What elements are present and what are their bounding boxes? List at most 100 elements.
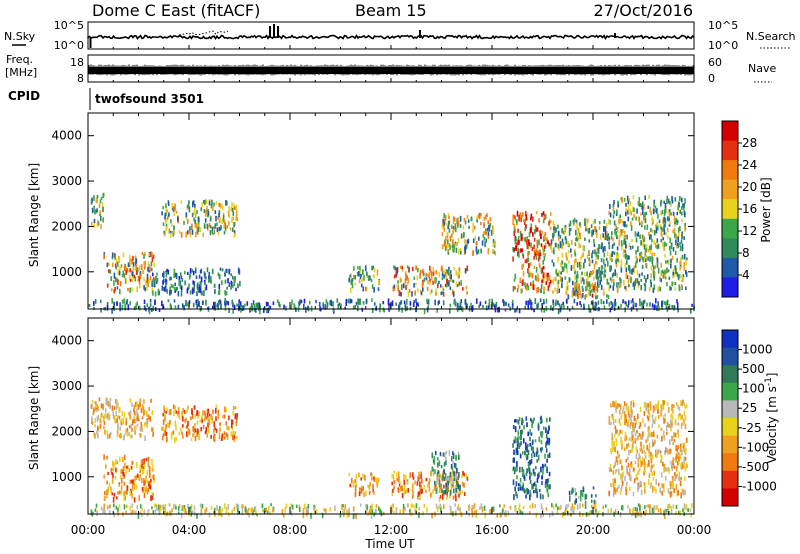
echo-cell: [175, 272, 177, 278]
echo-cell: [454, 223, 457, 229]
echo-cell: [541, 279, 543, 284]
echo-cell: [326, 302, 329, 307]
echo-cell: [672, 247, 675, 252]
echo-cell: [443, 271, 445, 275]
echo-cell: [625, 301, 628, 307]
echo-cell: [293, 303, 295, 308]
echo-cell: [658, 219, 661, 224]
echo-cell: [641, 303, 644, 309]
echo-cell: [633, 478, 636, 484]
echo-cell: [96, 198, 98, 204]
echo-cell: [398, 304, 400, 310]
echo-cell: [624, 475, 626, 482]
echo-cell: [643, 402, 646, 408]
echo-cell: [578, 242, 580, 249]
echo-cell: [623, 401, 626, 406]
echo-cell: [120, 484, 123, 490]
echo-cell: [516, 475, 518, 480]
echo-cell: [111, 256, 114, 260]
echo-cell: [112, 460, 114, 465]
echo-cell: [100, 403, 103, 409]
echo-cell: [515, 219, 518, 224]
echo-cell: [363, 492, 365, 498]
echo-cell: [615, 263, 618, 268]
echo-cell: [143, 399, 145, 404]
colorbar-swatch: [722, 365, 738, 384]
echo-cell: [656, 450, 659, 456]
echo-cell: [439, 486, 441, 491]
echo-cell: [220, 437, 223, 441]
echo-cell: [608, 490, 611, 497]
echo-cell: [670, 509, 673, 515]
echo-cell: [572, 290, 575, 296]
echo-cell: [128, 468, 131, 473]
echo-cell: [206, 413, 209, 418]
echo-cell: [636, 430, 638, 434]
echo-cell: [649, 406, 652, 411]
echo-cell: [186, 204, 189, 208]
echo-cell: [625, 486, 627, 491]
echo-cell: [218, 273, 221, 280]
echo-cell: [597, 269, 599, 274]
echo-cell: [656, 208, 658, 214]
echo-cell: [437, 478, 440, 485]
echo-cell: [630, 277, 632, 284]
echo-cell: [413, 504, 415, 509]
echo-cell: [524, 227, 527, 232]
echo-cell: [397, 285, 399, 292]
echo-cell: [372, 265, 374, 270]
echo-cell: [629, 275, 631, 281]
echo-cell: [146, 470, 149, 476]
echo-cell: [611, 278, 613, 283]
echo-cell: [419, 289, 422, 294]
echo-cell: [143, 486, 146, 493]
echo-cell: [442, 218, 444, 225]
echo-cell: [652, 219, 654, 224]
echo-cell: [241, 506, 244, 512]
echo-cell: [654, 486, 656, 491]
echo-cell: [207, 408, 210, 414]
echo-cell: [118, 504, 121, 508]
echo-cell: [625, 458, 628, 463]
echo-cell: [299, 299, 302, 304]
echo-cell: [539, 420, 542, 425]
echo-cell: [349, 484, 351, 488]
echo-cell: [138, 276, 141, 282]
echo-cell: [165, 282, 167, 287]
echo-cell: [679, 413, 681, 417]
echo-cell: [532, 232, 534, 237]
echo-cell: [435, 288, 437, 293]
nsearch-tick-top: 10^5: [708, 19, 738, 32]
echo-cell: [157, 290, 160, 296]
echo-cell: [624, 286, 626, 290]
echo-cell: [572, 287, 574, 293]
echo-cell: [426, 298, 428, 303]
echo-cell: [673, 281, 675, 286]
echo-cell: [204, 286, 207, 291]
echo-cell: [537, 302, 539, 308]
echo-cell: [188, 300, 191, 304]
echo-cell: [664, 413, 666, 417]
colorbar-swatch: [722, 257, 738, 278]
echo-cell: [151, 280, 153, 286]
echo-cell: [664, 418, 667, 423]
echo-cell: [489, 217, 492, 222]
echo-cell: [515, 308, 518, 313]
echo-cell: [457, 481, 459, 485]
echo-cell: [430, 492, 432, 498]
echo-cell: [664, 475, 667, 481]
echo-cell: [179, 283, 182, 290]
echo-cell: [546, 417, 548, 423]
echo-cell: [541, 267, 544, 274]
echo-cell: [632, 422, 634, 429]
echo-cell: [613, 220, 616, 226]
echo-cell: [183, 221, 185, 225]
echo-cell: [593, 239, 595, 244]
echo-cell: [525, 472, 528, 476]
echo-cell: [650, 244, 652, 251]
echo-cell: [661, 209, 664, 215]
echo-cell: [618, 418, 621, 424]
echo-cell: [119, 281, 122, 287]
echo-cell: [93, 223, 96, 228]
echo-cell: [152, 284, 155, 288]
